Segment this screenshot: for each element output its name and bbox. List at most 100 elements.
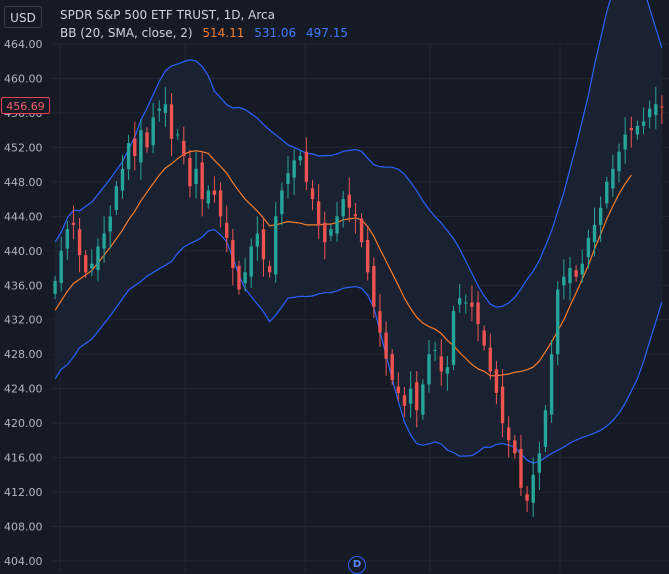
candle[interactable] [255, 216, 260, 261]
candle[interactable] [126, 134, 131, 181]
candles[interactable] [53, 87, 664, 518]
candle[interactable] [304, 137, 309, 191]
candle[interactable] [488, 333, 492, 380]
candle[interactable] [71, 205, 76, 240]
currency-button[interactable]: USD [4, 6, 42, 28]
candle[interactable] [353, 202, 358, 234]
candle[interactable] [617, 143, 621, 183]
candle[interactable] [482, 325, 486, 351]
candle[interactable] [427, 339, 431, 393]
candle[interactable] [537, 442, 542, 490]
candle[interactable] [408, 371, 413, 418]
candle[interactable] [347, 177, 351, 222]
candle[interactable] [298, 150, 302, 166]
candle[interactable] [90, 249, 94, 277]
candle[interactable] [310, 180, 315, 211]
candle[interactable] [145, 127, 149, 153]
candle[interactable] [592, 207, 597, 257]
candle[interactable] [114, 181, 119, 216]
candle[interactable] [531, 457, 535, 518]
candle[interactable] [439, 339, 443, 386]
candle[interactable] [243, 258, 247, 292]
candle[interactable] [163, 87, 168, 128]
candle[interactable] [237, 260, 241, 295]
candle[interactable] [218, 182, 223, 228]
candle[interactable] [267, 260, 272, 278]
candle[interactable] [120, 154, 125, 199]
candle[interactable] [549, 339, 554, 423]
candle[interactable] [384, 321, 388, 376]
candle[interactable] [464, 294, 468, 314]
candle[interactable] [654, 87, 658, 130]
candle[interactable] [476, 291, 480, 342]
candle[interactable] [623, 117, 627, 164]
candle[interactable] [470, 285, 474, 322]
candle[interactable] [543, 405, 548, 452]
candle[interactable] [231, 228, 235, 286]
candle[interactable] [188, 149, 192, 198]
candle[interactable] [200, 151, 204, 217]
candle[interactable] [359, 213, 364, 248]
candle[interactable] [457, 283, 462, 313]
candle[interactable] [378, 293, 382, 347]
candle[interactable] [635, 120, 640, 140]
candle[interactable] [390, 349, 394, 386]
dividend-event-badge[interactable]: D [348, 556, 366, 574]
candle[interactable] [84, 249, 88, 278]
candle[interactable] [77, 218, 82, 273]
candle[interactable] [53, 275, 57, 300]
candle[interactable] [415, 371, 419, 428]
candle[interactable] [598, 196, 603, 243]
candle[interactable] [194, 151, 198, 199]
candle[interactable] [402, 386, 407, 418]
candle[interactable] [225, 205, 229, 253]
candle[interactable] [451, 305, 456, 371]
candle[interactable] [175, 129, 180, 140]
candle[interactable] [519, 434, 523, 496]
candle[interactable] [329, 224, 333, 241]
candle[interactable] [212, 176, 217, 203]
candle[interactable] [274, 202, 278, 283]
candle[interactable] [335, 202, 339, 242]
candle[interactable] [108, 205, 112, 249]
candle[interactable] [206, 185, 211, 209]
candle[interactable] [586, 229, 591, 269]
candle[interactable] [513, 435, 517, 459]
candle[interactable] [65, 221, 70, 260]
candle[interactable] [556, 281, 560, 366]
candle[interactable] [133, 121, 137, 171]
candle[interactable] [574, 265, 578, 282]
candle[interactable] [286, 156, 290, 199]
candle[interactable] [341, 190, 345, 228]
candle[interactable] [280, 182, 284, 226]
candle[interactable] [182, 126, 186, 165]
candle[interactable] [169, 93, 174, 157]
candle[interactable] [605, 176, 609, 209]
candle[interactable] [506, 416, 511, 458]
candle[interactable] [494, 361, 499, 405]
candle[interactable] [157, 100, 161, 122]
candle[interactable] [562, 259, 566, 300]
candle[interactable] [151, 103, 155, 154]
candle[interactable] [261, 218, 266, 277]
candle[interactable] [102, 216, 106, 263]
candle[interactable] [292, 149, 296, 195]
candle[interactable] [445, 355, 450, 391]
candle[interactable] [647, 100, 652, 129]
candle[interactable] [433, 341, 437, 362]
candle[interactable] [396, 372, 401, 402]
candle[interactable] [660, 95, 664, 125]
candle[interactable] [629, 116, 633, 148]
candle[interactable] [611, 154, 615, 197]
candle[interactable] [249, 238, 253, 288]
candle[interactable] [96, 238, 100, 282]
indicator-legend[interactable]: BB (20, SMA, close, 2) 514.11 531.06 497… [60, 26, 354, 40]
candle[interactable] [500, 369, 505, 438]
candle[interactable] [59, 236, 63, 292]
candle[interactable] [568, 256, 572, 301]
candle[interactable] [366, 225, 370, 281]
candle[interactable] [641, 107, 646, 135]
candle[interactable] [323, 211, 327, 260]
candle[interactable] [580, 249, 584, 283]
